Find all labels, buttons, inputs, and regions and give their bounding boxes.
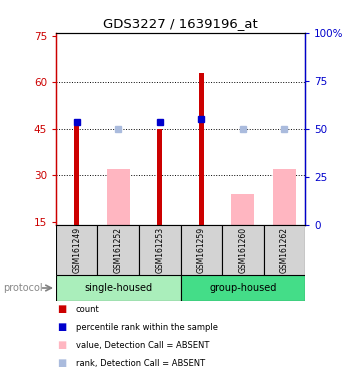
- Text: GSM161262: GSM161262: [280, 227, 289, 273]
- Bar: [222, 225, 264, 275]
- Text: ■: ■: [57, 358, 66, 368]
- Text: GSM161252: GSM161252: [114, 227, 123, 273]
- Bar: [74, 126, 79, 225]
- Text: GSM161253: GSM161253: [155, 227, 164, 273]
- Text: single-housed: single-housed: [84, 283, 152, 293]
- Bar: [273, 169, 296, 225]
- Text: percentile rank within the sample: percentile rank within the sample: [76, 323, 218, 332]
- Bar: [199, 73, 204, 225]
- Text: ■: ■: [57, 340, 66, 350]
- Text: group-housed: group-housed: [209, 283, 277, 293]
- Text: count: count: [76, 305, 100, 314]
- Text: GDS3227 / 1639196_at: GDS3227 / 1639196_at: [103, 17, 258, 30]
- Text: ■: ■: [57, 322, 66, 332]
- Text: GSM161260: GSM161260: [238, 227, 247, 273]
- Text: rank, Detection Call = ABSENT: rank, Detection Call = ABSENT: [76, 359, 205, 368]
- Bar: [264, 225, 305, 275]
- Bar: [56, 275, 180, 301]
- Bar: [56, 225, 97, 275]
- Text: value, Detection Call = ABSENT: value, Detection Call = ABSENT: [76, 341, 209, 350]
- Bar: [139, 225, 180, 275]
- Text: GSM161259: GSM161259: [197, 227, 206, 273]
- Text: protocol: protocol: [4, 283, 43, 293]
- Text: GSM161249: GSM161249: [72, 227, 81, 273]
- Bar: [97, 225, 139, 275]
- Bar: [107, 169, 130, 225]
- Bar: [231, 194, 254, 225]
- Bar: [180, 275, 305, 301]
- Bar: [180, 225, 222, 275]
- Text: ■: ■: [57, 304, 66, 314]
- Bar: [157, 129, 162, 225]
